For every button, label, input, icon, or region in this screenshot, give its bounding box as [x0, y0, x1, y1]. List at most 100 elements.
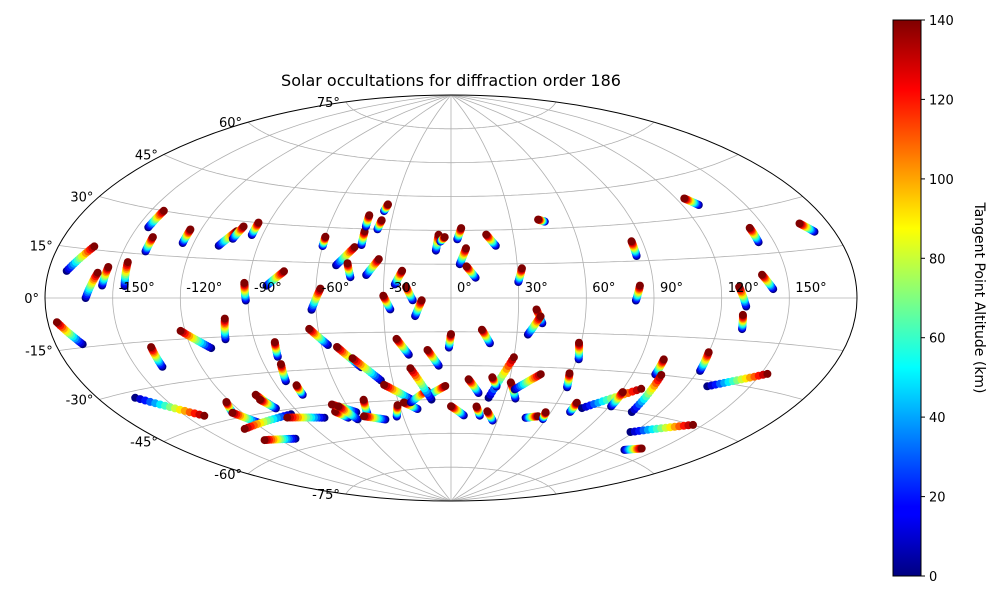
track-point — [440, 233, 449, 242]
lat-tick-label: -30° — [66, 394, 94, 409]
lon-tick-label: -150° — [119, 281, 155, 296]
occultation-track — [392, 334, 413, 359]
track-point — [536, 312, 545, 321]
track-point — [464, 375, 473, 384]
occultation-track — [651, 355, 668, 379]
occultation-track — [534, 215, 549, 226]
track-point — [280, 267, 288, 276]
lon-tick-label: -90° — [254, 281, 282, 296]
occultation-track — [62, 242, 99, 275]
occultation-track — [357, 227, 369, 249]
occultation-track — [607, 388, 627, 411]
occultation-track — [483, 407, 497, 425]
occultation-track — [444, 330, 455, 352]
track-point — [534, 215, 543, 224]
track-point — [738, 310, 747, 319]
occultation-track — [373, 216, 386, 234]
occultation-track — [283, 413, 329, 422]
occultation-track — [390, 266, 407, 289]
track-point — [637, 384, 646, 393]
track-point — [509, 353, 518, 362]
track-point — [334, 402, 343, 411]
occultation-track — [538, 408, 550, 424]
occultation-track — [240, 278, 250, 305]
track-point — [637, 444, 646, 453]
occultation-track — [318, 232, 330, 251]
parallel-gridline — [247, 121, 655, 164]
track-point — [159, 206, 168, 215]
occultation-track — [510, 370, 545, 394]
occultation-track — [343, 259, 355, 282]
track-point — [123, 258, 132, 267]
occultation-track — [620, 444, 646, 454]
occultation-track — [574, 338, 584, 364]
track-point — [222, 398, 231, 406]
occultation-track — [523, 312, 545, 339]
occultation-track — [462, 262, 480, 282]
occultation-track — [348, 354, 385, 385]
track-point — [379, 291, 388, 300]
parallel-gridline — [58, 245, 844, 265]
track-point — [472, 402, 481, 411]
occultation-track — [447, 402, 468, 420]
track-point — [228, 408, 237, 417]
occultation-tracks — [52, 194, 819, 454]
occultation-track — [425, 382, 450, 400]
occultation-track — [228, 222, 248, 243]
colorbar-tick-label: 120 — [929, 93, 954, 108]
occultation-track — [120, 258, 132, 290]
track-point — [343, 259, 352, 268]
track-point — [365, 211, 374, 220]
occultation-track — [680, 194, 703, 209]
colorbar-tick-label: 140 — [929, 14, 954, 29]
track-point — [377, 216, 386, 225]
occultation-track — [626, 420, 697, 436]
track-point — [483, 407, 492, 416]
track-point — [575, 338, 583, 347]
occultation-track — [332, 243, 359, 270]
occultation-track — [745, 223, 763, 247]
track-point — [104, 263, 113, 271]
track-point — [517, 264, 526, 273]
track-point — [360, 412, 368, 421]
track-point — [220, 314, 229, 323]
track-point — [393, 401, 402, 410]
occultation-track — [406, 364, 436, 404]
track-point — [276, 360, 285, 369]
track-point — [147, 343, 156, 352]
track-point — [506, 378, 515, 387]
occultation-track — [379, 291, 395, 314]
colorbar-gradient — [892, 19, 922, 577]
occultation-track — [423, 346, 443, 370]
occultation-track — [696, 348, 713, 375]
track-point — [441, 382, 450, 390]
track-point — [704, 348, 713, 357]
track-point — [186, 225, 195, 234]
track-point — [90, 242, 99, 251]
colorbar-tick-label: 40 — [929, 411, 946, 426]
lat-tick-label: 60° — [219, 116, 242, 131]
track-point — [398, 266, 407, 275]
parallel-gridline — [99, 365, 803, 400]
lat-tick-label: -75° — [312, 488, 340, 503]
track-point — [316, 284, 325, 293]
occultation-track — [482, 230, 500, 250]
occultation-track — [566, 398, 581, 416]
track-point — [283, 413, 292, 422]
track-point — [735, 282, 744, 291]
track-point — [532, 305, 541, 314]
track-point — [689, 420, 697, 429]
occultation-track — [270, 338, 282, 361]
lon-tick-label: 150° — [795, 281, 826, 296]
occultation-track — [477, 325, 494, 348]
occultation-track — [147, 343, 167, 371]
track-point — [680, 194, 689, 203]
occultation-track — [360, 412, 390, 424]
track-point — [659, 355, 668, 364]
occultation-track — [411, 296, 426, 321]
occultation-track — [703, 369, 772, 391]
track-point — [462, 244, 470, 253]
occultation-track — [795, 219, 819, 236]
